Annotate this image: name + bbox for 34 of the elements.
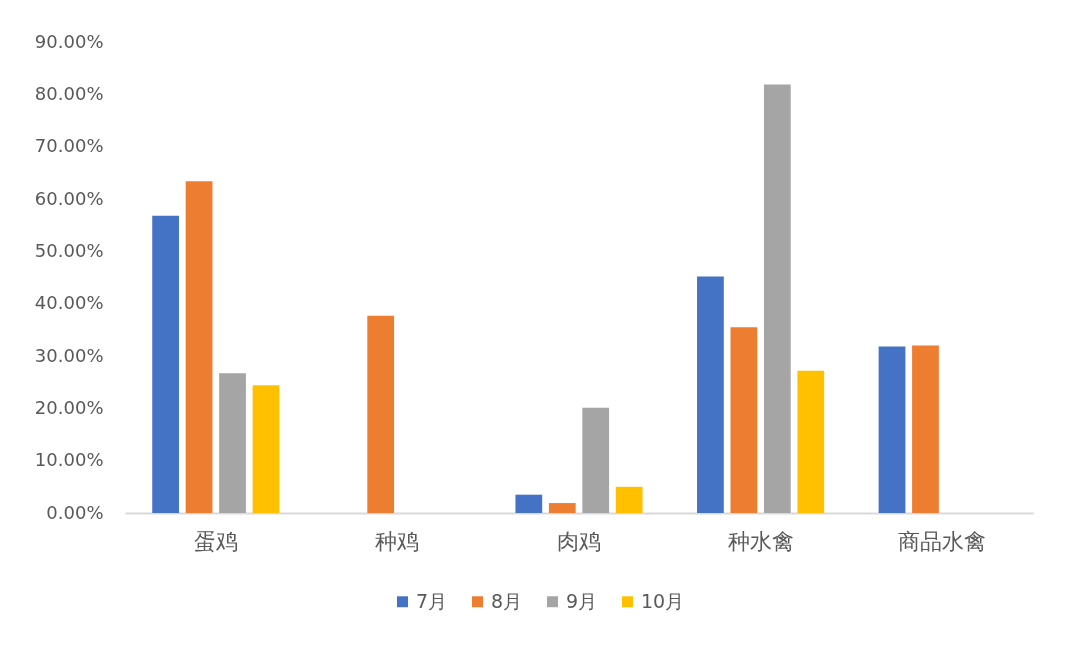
bar (697, 276, 724, 513)
y-tick-label: 50.00% (34, 239, 104, 261)
bar (763, 84, 791, 513)
x-tick-label: 种鸡 (375, 528, 420, 554)
y-tick-label: 90.00% (34, 30, 104, 52)
bar (797, 370, 825, 513)
y-tick-label: 60.00% (34, 187, 104, 209)
bar (515, 494, 543, 513)
bar (912, 345, 939, 513)
legend-label: 7月 (416, 589, 448, 612)
bar (219, 373, 246, 513)
y-tick-label: 10.00% (34, 449, 104, 471)
bar (548, 503, 576, 513)
x-tick-label: 商品水禽 (898, 528, 987, 554)
bar (185, 181, 213, 513)
bar (152, 215, 179, 513)
y-tick-label: 30.00% (34, 344, 104, 366)
x-tick-label: 种水禽 (727, 528, 794, 554)
legend-label: 10月 (641, 589, 685, 612)
legend-label: 9月 (566, 589, 598, 612)
y-tick-label: 0.00% (46, 501, 104, 523)
bar (252, 385, 280, 513)
y-tick-label: 80.00% (34, 82, 104, 104)
bar (878, 346, 906, 513)
bar (615, 486, 643, 513)
y-tick-label: 20.00% (34, 396, 104, 418)
bar (367, 315, 395, 513)
x-tick-label: 肉鸡 (557, 528, 601, 554)
x-tick-label: 蛋鸡 (193, 528, 238, 554)
legend-label: 8月 (491, 589, 523, 612)
y-tick-label: 40.00% (34, 292, 104, 314)
bar (730, 327, 758, 513)
bar (582, 407, 610, 513)
y-tick-label: 70.00% (34, 135, 104, 157)
